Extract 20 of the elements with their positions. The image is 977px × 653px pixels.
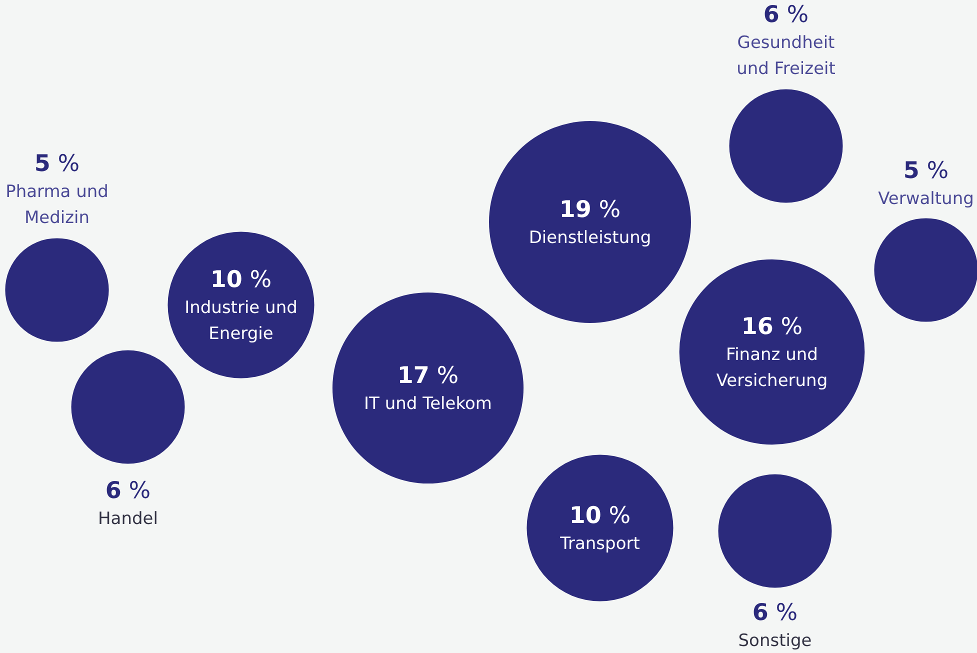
data-label: 6 % [105,478,151,504]
category-label: Verwaltung [878,189,974,209]
category-label: Finanz und Versicherung [716,345,828,391]
category-label: Transport [559,534,640,554]
category-label: Dienstleistung [528,228,652,248]
category-label: Industrie und Energie [184,298,298,344]
data-label: 10 % [569,503,631,529]
data-label: 17 % [397,363,459,389]
category-label: Handel [98,509,158,529]
data-label: 6 % [752,600,798,626]
category-label: Pharma und Medizin [6,182,108,228]
data-label: 19 % [559,197,621,223]
data-label: 6 % [763,2,809,28]
data-label: 10 % [210,267,272,293]
data-label: 5 % [903,158,949,184]
data-label: 16 % [741,314,803,340]
category-label: IT und Telekom [364,394,492,414]
data-label: 5 % [34,151,80,177]
category-label: Sonstige [738,631,812,651]
category-label: Gesundheit und Freizeit [736,33,836,79]
